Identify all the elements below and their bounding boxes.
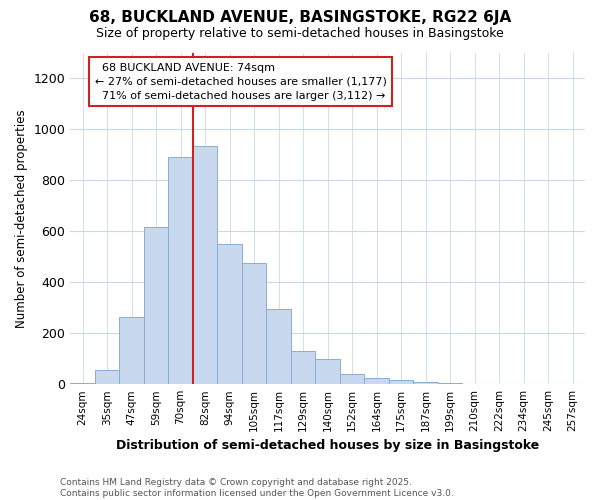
Bar: [144, 228, 169, 384]
Bar: [389, 380, 413, 384]
Bar: [266, 309, 291, 384]
Bar: [242, 263, 266, 384]
Text: 68 BUCKLAND AVENUE: 74sqm
← 27% of semi-detached houses are smaller (1,177)
  71: 68 BUCKLAND AVENUE: 74sqm ← 27% of semi-…: [95, 62, 386, 100]
Bar: [340, 374, 364, 384]
Bar: [169, 157, 193, 384]
Text: 68, BUCKLAND AVENUE, BASINGSTOKE, RG22 6JA: 68, BUCKLAND AVENUE, BASINGSTOKE, RG22 6…: [89, 10, 511, 25]
Text: Contains HM Land Registry data © Crown copyright and database right 2025.
Contai: Contains HM Land Registry data © Crown c…: [60, 478, 454, 498]
Bar: [70, 383, 95, 384]
X-axis label: Distribution of semi-detached houses by size in Basingstoke: Distribution of semi-detached houses by …: [116, 440, 539, 452]
Bar: [193, 146, 217, 384]
Text: Size of property relative to semi-detached houses in Basingstoke: Size of property relative to semi-detach…: [96, 28, 504, 40]
Bar: [95, 370, 119, 384]
Bar: [217, 244, 242, 384]
Bar: [413, 382, 438, 384]
Y-axis label: Number of semi-detached properties: Number of semi-detached properties: [15, 109, 28, 328]
Bar: [291, 351, 316, 384]
Bar: [364, 378, 389, 384]
Bar: [316, 358, 340, 384]
Bar: [119, 316, 144, 384]
